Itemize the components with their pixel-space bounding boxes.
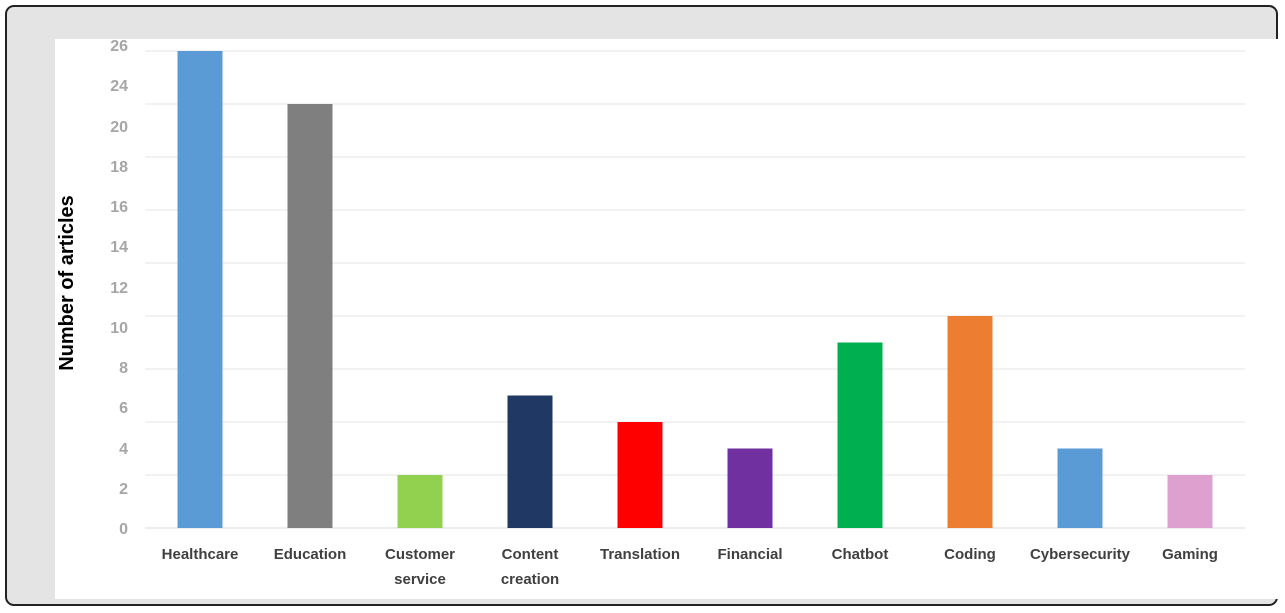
- x-category-label: Customer service: [385, 546, 455, 588]
- y-tick-label: 26: [110, 38, 128, 55]
- x-category-label: Content creation: [501, 546, 559, 588]
- y-tick-label: 8: [119, 360, 128, 377]
- x-category-label: Translation: [600, 546, 680, 563]
- x-category-label: Cybersecurity: [1030, 546, 1131, 563]
- x-category-label: Chatbot: [832, 546, 889, 563]
- x-category-labels: Healthcare Education Customer service Conten…: [162, 546, 1218, 588]
- y-tick-label: 24: [110, 78, 128, 95]
- bar-education: [287, 104, 333, 528]
- y-tick-label: 0: [119, 521, 128, 538]
- bar-cybersecurity: [1057, 448, 1103, 528]
- bar-gaming: [1167, 475, 1213, 528]
- bar-customer-service: [397, 475, 443, 528]
- bar-content-creation: [507, 395, 553, 528]
- y-tick-label: 16: [110, 199, 128, 216]
- bar-financial: [727, 448, 773, 528]
- bars: [177, 51, 1213, 528]
- x-category-label: Healthcare: [162, 546, 239, 563]
- y-tick-label: 18: [110, 159, 128, 176]
- y-tick-label: 20: [110, 119, 128, 136]
- bar-coding: [947, 316, 993, 528]
- y-tick-label: 10: [110, 320, 128, 337]
- y-tick-label: 6: [119, 400, 128, 417]
- y-tick-label: 12: [110, 280, 128, 297]
- y-tick-label: 14: [110, 239, 128, 256]
- x-category-label: Financial: [717, 546, 782, 563]
- bar-chatbot: [837, 342, 883, 528]
- y-tick-label: 4: [119, 441, 128, 458]
- x-category-label: Gaming: [1162, 546, 1218, 563]
- bar-translation: [617, 422, 663, 528]
- x-category-label: Coding: [944, 546, 996, 563]
- y-axis-label: Number of articles: [56, 195, 78, 371]
- y-tick-label: 2: [119, 481, 128, 498]
- x-category-label: Education: [274, 546, 347, 563]
- bar-healthcare: [177, 51, 223, 528]
